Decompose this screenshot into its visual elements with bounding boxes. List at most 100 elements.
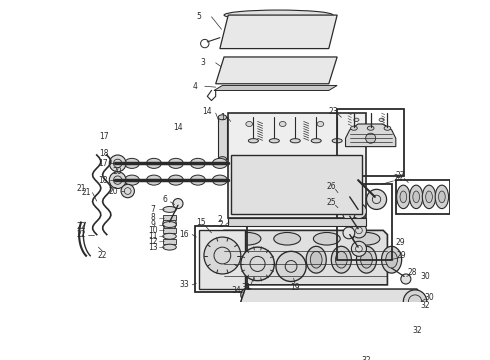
- Polygon shape: [241, 289, 425, 314]
- Bar: [312, 60, 327, 80]
- Circle shape: [226, 25, 239, 39]
- Text: 30: 30: [420, 272, 430, 281]
- Circle shape: [276, 251, 306, 282]
- Circle shape: [204, 237, 241, 274]
- Ellipse shape: [246, 121, 252, 126]
- Circle shape: [241, 288, 254, 302]
- Bar: [224, 60, 239, 80]
- Ellipse shape: [218, 157, 226, 162]
- Ellipse shape: [439, 191, 445, 203]
- Ellipse shape: [190, 175, 205, 185]
- Ellipse shape: [212, 158, 227, 168]
- Circle shape: [401, 274, 411, 284]
- Polygon shape: [268, 343, 364, 360]
- Ellipse shape: [190, 158, 205, 168]
- Ellipse shape: [272, 196, 291, 206]
- Ellipse shape: [306, 196, 325, 206]
- Ellipse shape: [426, 191, 432, 203]
- Circle shape: [367, 189, 387, 210]
- Polygon shape: [251, 317, 415, 335]
- Ellipse shape: [331, 246, 351, 273]
- Ellipse shape: [396, 185, 410, 208]
- Circle shape: [351, 203, 367, 219]
- Ellipse shape: [306, 246, 326, 273]
- Text: 25: 25: [326, 198, 336, 207]
- Ellipse shape: [169, 175, 183, 185]
- Bar: [163, 239, 176, 244]
- Ellipse shape: [163, 222, 176, 228]
- Ellipse shape: [356, 246, 376, 273]
- Text: 2: 2: [219, 220, 223, 229]
- Bar: [163, 228, 176, 233]
- Text: 30: 30: [424, 293, 434, 302]
- Text: 23: 23: [328, 107, 338, 116]
- Ellipse shape: [435, 185, 448, 208]
- Ellipse shape: [163, 207, 176, 212]
- Text: 32: 32: [420, 301, 430, 310]
- Ellipse shape: [400, 191, 407, 203]
- Bar: [337, 184, 392, 260]
- Text: 1: 1: [220, 113, 225, 122]
- Text: 21: 21: [81, 188, 91, 197]
- Circle shape: [343, 227, 355, 239]
- Bar: [199, 230, 245, 289]
- Ellipse shape: [270, 219, 293, 225]
- Ellipse shape: [279, 121, 286, 126]
- Ellipse shape: [382, 246, 402, 273]
- Text: 17: 17: [98, 159, 107, 168]
- Text: 13: 13: [148, 243, 158, 252]
- Circle shape: [351, 241, 367, 256]
- Text: 10: 10: [148, 226, 158, 235]
- Text: 34: 34: [232, 286, 242, 295]
- Polygon shape: [345, 124, 396, 147]
- Text: 21: 21: [77, 184, 86, 193]
- Ellipse shape: [311, 139, 321, 143]
- Circle shape: [366, 133, 376, 143]
- Text: 24: 24: [393, 174, 403, 183]
- Circle shape: [351, 223, 367, 238]
- Polygon shape: [216, 57, 337, 84]
- Text: 33: 33: [179, 280, 189, 289]
- Ellipse shape: [413, 191, 419, 203]
- Circle shape: [403, 290, 427, 313]
- Ellipse shape: [386, 251, 397, 268]
- Ellipse shape: [124, 175, 140, 185]
- Text: 29: 29: [397, 251, 407, 260]
- Ellipse shape: [274, 233, 300, 245]
- Ellipse shape: [332, 139, 342, 143]
- Text: 14: 14: [173, 123, 183, 132]
- Circle shape: [163, 217, 176, 230]
- Polygon shape: [228, 218, 367, 226]
- Circle shape: [318, 25, 331, 39]
- Ellipse shape: [350, 126, 357, 130]
- Text: 28: 28: [408, 268, 417, 277]
- Text: 19: 19: [291, 283, 300, 292]
- Ellipse shape: [314, 233, 340, 245]
- Ellipse shape: [336, 251, 347, 268]
- Text: 3: 3: [201, 58, 205, 67]
- Text: 8: 8: [150, 213, 155, 222]
- Ellipse shape: [290, 139, 300, 143]
- Ellipse shape: [236, 168, 259, 184]
- Text: 29: 29: [395, 238, 405, 247]
- Ellipse shape: [236, 219, 259, 225]
- Ellipse shape: [169, 158, 183, 168]
- Circle shape: [350, 172, 362, 184]
- Ellipse shape: [248, 139, 258, 143]
- Text: 2: 2: [218, 215, 222, 224]
- Polygon shape: [214, 85, 337, 90]
- Ellipse shape: [304, 168, 327, 184]
- Ellipse shape: [124, 158, 140, 168]
- Circle shape: [241, 247, 274, 281]
- Ellipse shape: [368, 126, 374, 130]
- Polygon shape: [224, 230, 388, 285]
- Text: 20: 20: [113, 167, 122, 176]
- Text: 27: 27: [395, 171, 405, 180]
- Ellipse shape: [422, 185, 436, 208]
- Ellipse shape: [163, 233, 176, 239]
- Ellipse shape: [379, 118, 384, 121]
- Circle shape: [318, 67, 325, 74]
- Ellipse shape: [310, 251, 322, 268]
- Circle shape: [296, 67, 303, 74]
- Ellipse shape: [341, 196, 359, 206]
